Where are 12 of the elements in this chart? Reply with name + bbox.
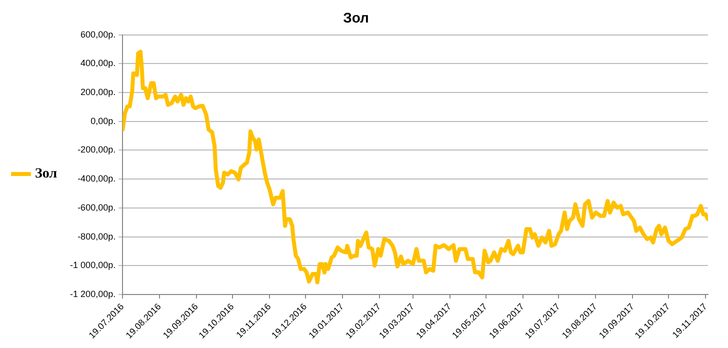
y-tick-label: -200,00р. bbox=[78, 144, 116, 155]
y-tick-label: -600,00р. bbox=[78, 202, 116, 212]
y-tick-label: -1 200,00р. bbox=[70, 288, 116, 299]
chart-title: Зол bbox=[343, 9, 369, 26]
y-tick-label: 200,00р. bbox=[80, 87, 116, 97]
y-tick-label: -1 000,00р. bbox=[70, 260, 116, 270]
y-tick-label: -400,00р. bbox=[78, 174, 116, 184]
y-tick-label: -800,00р. bbox=[78, 231, 116, 242]
y-tick-label: 600,00р. bbox=[80, 29, 116, 40]
y-tick-label: 400,00р. bbox=[80, 58, 116, 68]
legend-label: Зол bbox=[35, 166, 58, 182]
y-tick-label: 0,00р. bbox=[90, 116, 116, 126]
